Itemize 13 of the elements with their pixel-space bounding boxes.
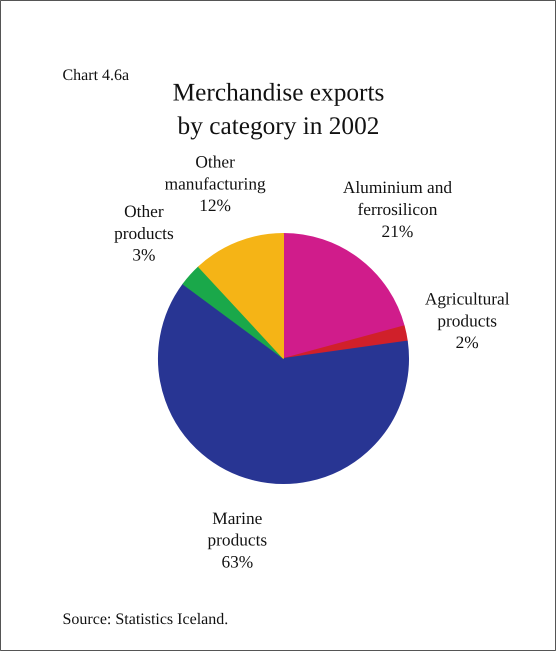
source-note: Source: Statistics Iceland. [62, 611, 228, 628]
slice-label: Marine products [207, 508, 268, 550]
slice-label: Other manufacturing [164, 152, 266, 194]
data-label: 12% [199, 196, 232, 216]
slice-label: Agricultural products [424, 290, 510, 330]
slice-label: Aluminium and ferrosilicon [342, 178, 452, 220]
data-label: 3% [132, 246, 156, 265]
data-label: 63% [221, 552, 254, 572]
chart-title: Merchandise exports by category in 2002 [172, 78, 384, 140]
slice-label: Other products [114, 202, 174, 243]
data-label: 2% [456, 333, 479, 352]
caption: Chart 4.6a [62, 67, 130, 84]
data-label: 21% [382, 222, 414, 241]
